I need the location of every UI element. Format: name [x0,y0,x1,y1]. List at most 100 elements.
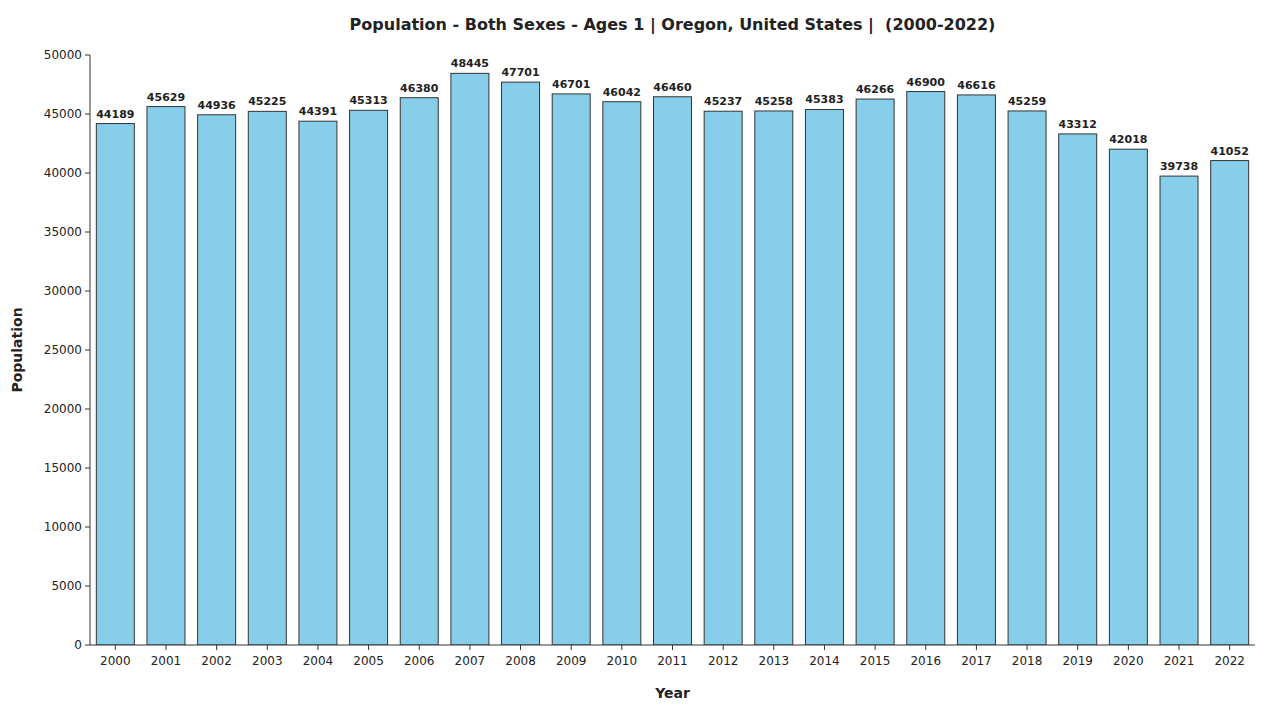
x-tick [1179,645,1180,650]
data-label: 46380 [400,82,439,95]
x-tick [469,645,470,650]
x-tick-label: 2022 [1214,654,1245,668]
x-tick [115,645,116,650]
y-tick-label: 45000 [44,107,82,121]
x-tick-label: 2021 [1164,654,1195,668]
data-label: 46042 [603,86,641,99]
y-tick-label: 10000 [44,520,82,534]
x-tick-label: 2014 [809,654,840,668]
data-label: 45225 [248,95,286,108]
x-tick [1128,645,1129,650]
x-tick [723,645,724,650]
y-tick [85,173,90,174]
data-label: 46900 [907,76,946,89]
y-tick [85,291,90,292]
y-tick-label: 30000 [44,284,82,298]
y-tick [85,645,90,646]
x-tick-label: 2003 [252,654,283,668]
bar [299,121,337,645]
x-tick-label: 2016 [910,654,941,668]
x-tick [419,645,420,650]
data-label: 45383 [805,93,843,106]
x-tick-label: 2012 [708,654,739,668]
bar [400,98,438,645]
x-tick-label: 2020 [1113,654,1144,668]
y-tick-label: 40000 [44,166,82,180]
x-tick [571,645,572,650]
x-tick [1077,645,1078,650]
x-tick-label: 2019 [1062,654,1093,668]
x-tick [520,645,521,650]
data-label: 41052 [1211,145,1249,158]
bar [502,82,540,645]
bar [856,99,894,645]
y-tick [85,409,90,410]
x-tick-label: 2000 [100,654,131,668]
x-tick-label: 2005 [353,654,384,668]
x-tick [824,645,825,650]
x-tick-label: 2010 [607,654,638,668]
bars [96,73,1248,645]
y-tick-label: 50000 [44,48,82,62]
bar [1059,134,1097,645]
x-tick-label: 2018 [1012,654,1043,668]
x-tick-label: 2013 [759,654,790,668]
x-tick-label: 2007 [455,654,486,668]
y-tick-label: 20000 [44,402,82,416]
data-label: 46266 [856,83,895,96]
x-tick-label: 2009 [556,654,587,668]
y-tick-label: 5000 [51,579,82,593]
x-tick [317,645,318,650]
x-tick [875,645,876,650]
data-label: 46616 [957,79,996,92]
x-tick [672,645,673,650]
data-label: 46460 [653,81,692,94]
data-label: 47701 [501,66,539,79]
x-tick [976,645,977,650]
bar [1109,149,1147,645]
y-tick [85,527,90,528]
bar [957,95,995,645]
data-label: 45259 [1008,95,1046,108]
y-tick-label: 0 [74,638,82,652]
y-tick [85,232,90,233]
y-tick [85,350,90,351]
data-label: 44936 [197,99,236,112]
x-tick [368,645,369,650]
data-label: 46701 [552,78,590,91]
data-label: 45237 [704,95,742,108]
x-tick [216,645,217,650]
chart-svg: 4418945629449364522544391453134638048445… [0,0,1280,720]
y-tick-label: 25000 [44,343,82,357]
x-tick-label: 2011 [657,654,688,668]
bar [1160,176,1198,645]
data-label: 44189 [96,108,134,121]
title: Population - Both Sexes - Ages 1 | Orego… [350,15,996,35]
x-tick [1027,645,1028,650]
bar [96,124,134,645]
x-tick [267,645,268,650]
bar [248,111,286,645]
y-axis-label: Population [9,307,25,392]
data-label: 44391 [299,105,337,118]
x-tick [165,645,166,650]
bar [552,94,590,645]
bar [1008,111,1046,645]
x-tick [925,645,926,650]
y-tick [85,114,90,115]
data-label: 45258 [755,95,793,108]
x-tick-label: 2017 [961,654,992,668]
y-tick [85,586,90,587]
bar [805,109,843,645]
bar [451,73,489,645]
data-label: 42018 [1109,133,1147,146]
data-label: 43312 [1059,118,1097,131]
y-tick-label: 35000 [44,225,82,239]
bar [603,102,641,645]
y-tick [85,55,90,56]
x-tick [773,645,774,650]
data-label: 45313 [349,94,387,107]
x-tick-label: 2008 [505,654,536,668]
x-tick-label: 2015 [860,654,891,668]
x-axis-label: Year [654,685,690,701]
